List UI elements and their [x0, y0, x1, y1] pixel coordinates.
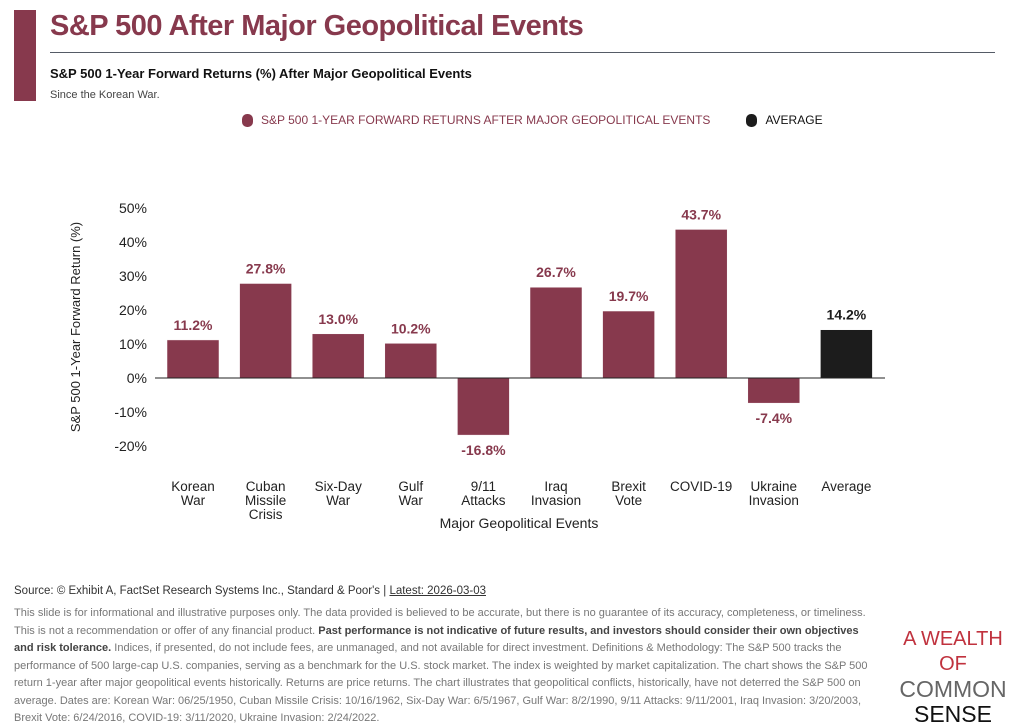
bar: [239, 283, 292, 379]
y-axis-label: S&P 500 1-Year Forward Return (%): [68, 222, 83, 432]
data-label: 10.2%: [391, 320, 431, 336]
x-tick-label: Cuban: [246, 479, 286, 494]
source-line: Source: © Exhibit A, FactSet Research Sy…: [14, 585, 486, 597]
data-label: 13.0%: [318, 311, 358, 327]
divider: [50, 52, 995, 53]
data-label: 14.2%: [827, 307, 867, 323]
x-tick-label: Iraq: [544, 479, 567, 494]
bar: [457, 377, 510, 436]
page-title: S&P 500 After Major Geopolitical Events: [50, 10, 584, 42]
bar: [166, 339, 220, 379]
x-tick-label: Invasion: [531, 493, 581, 508]
source-text: Source: © Exhibit A, FactSet Research Sy…: [14, 585, 390, 597]
x-tick-label: Gulf: [398, 479, 423, 494]
x-tick-label: Ukraine: [751, 479, 798, 494]
data-label: 27.8%: [246, 260, 286, 276]
chart-title: S&P 500 1-Year Forward Returns (%) After…: [50, 66, 472, 81]
legend: S&P 500 1-YEAR FORWARD RETURNS AFTER MAJ…: [242, 113, 823, 127]
x-tick-label: COVID-19: [670, 479, 732, 494]
chart-subtitle: Since the Korean War.: [50, 89, 160, 101]
x-axis-label: Major Geopolitical Events: [440, 515, 599, 531]
x-tick-label: Average: [821, 479, 871, 494]
y-tick-label: -20%: [114, 438, 147, 454]
logo: A WEALTH OF COMMON SENSE: [893, 627, 1013, 724]
bar: [674, 229, 728, 379]
y-tick-label: 20%: [119, 302, 147, 318]
x-tick-label: Invasion: [749, 493, 799, 508]
bar: [384, 343, 438, 379]
y-tick-label: 10%: [119, 336, 147, 352]
x-tick-label: Attacks: [461, 493, 506, 508]
disclaimer-bold: Past performance is not indicative of fu…: [14, 624, 859, 655]
x-tick-label: Vote: [615, 493, 642, 508]
legend-swatch-average: [746, 113, 758, 127]
x-tick-label: 9/11: [471, 479, 496, 494]
bar: [529, 286, 583, 379]
x-tick-label: Brexit: [611, 479, 646, 494]
data-label: 26.7%: [536, 264, 576, 280]
logo-line: A WEALTH OF: [903, 628, 1003, 675]
data-label: -7.4%: [756, 410, 793, 426]
data-label: 43.7%: [681, 206, 721, 222]
disclaimer-text: This slide is for informational and illu…: [14, 607, 866, 637]
y-tick-label: 40%: [119, 234, 147, 250]
y-tick-label: 30%: [119, 268, 147, 284]
bar: [820, 329, 873, 379]
legend-label-series: S&P 500 1-YEAR FORWARD RETURNS AFTER MAJ…: [261, 113, 711, 127]
legend-label-average: AVERAGE: [765, 113, 823, 127]
bar-chart: -20% -10% 0% 10% 20% 30% 40% 50% S&P 500 1-Year …: [68, 200, 885, 531]
data-label: -16.8%: [461, 442, 506, 458]
logo-line: SENSE: [914, 701, 992, 724]
x-tick-label: Crisis: [249, 507, 283, 522]
x-tick-label: Six-Day: [315, 479, 363, 494]
bar: [602, 310, 655, 379]
y-tick-label: 50%: [119, 200, 147, 216]
logo-line: COMMON: [899, 676, 1007, 702]
latest-link[interactable]: Latest: 2026-03-03: [389, 585, 486, 597]
x-tick-label: War: [326, 493, 351, 508]
disclaimer: This slide is for informational and illu…: [14, 605, 874, 724]
data-label: 11.2%: [174, 317, 213, 333]
disclaimer-text-2: Indices, if presented, do not include fe…: [14, 642, 868, 724]
x-tick-label: War: [399, 493, 424, 508]
y-tick-label: 0%: [127, 370, 147, 386]
bar: [747, 377, 801, 404]
data-label: 19.7%: [609, 288, 649, 304]
x-tick-label: War: [181, 493, 206, 508]
bar: [311, 333, 365, 379]
accent-bar: [14, 10, 36, 101]
x-tick-label: Korean: [171, 479, 215, 494]
x-tick-label: Missile: [245, 493, 286, 508]
y-tick-label: -10%: [114, 404, 147, 420]
legend-swatch-series: [242, 113, 253, 127]
